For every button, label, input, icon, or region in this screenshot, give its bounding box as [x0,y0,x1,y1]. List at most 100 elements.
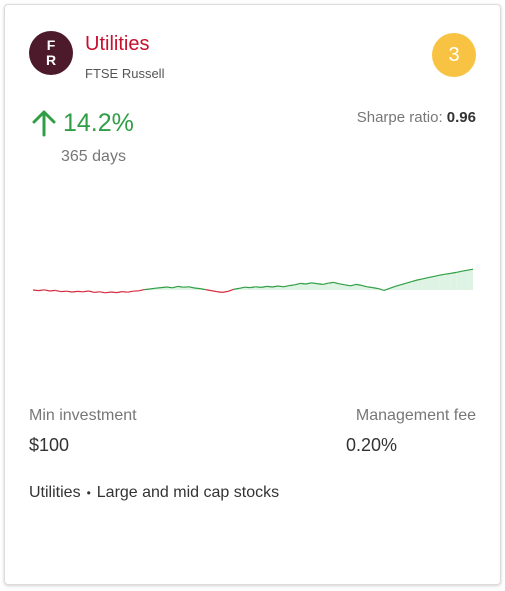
tag-size: Large and mid cap stocks [96,484,280,501]
chart-line-positive [361,284,368,288]
tag-separator: • [86,486,91,500]
chart-line-negative [105,291,112,294]
logo-letter-top: F [46,37,56,53]
chart-line-negative [49,289,56,292]
chart-fill-segment [428,276,435,290]
chart-fill-segment [317,283,323,290]
management-fee-label: Management fee [355,407,476,424]
index-fund-card[interactable]: F R Utilities FTSE Russell 3 14.2% 365 d… [4,4,501,585]
return-period: 365 days [61,148,126,165]
min-investment-label: Min investment [29,407,137,424]
chart-fill-segment [328,282,334,290]
chart-line-positive [417,278,423,281]
chart-line-negative [94,291,100,293]
chart-line-positive [155,287,162,289]
chart-line-positive [333,281,340,285]
sharpe-value: 0.96 [446,109,476,126]
chart-line-negative [83,290,89,293]
min-investment-value: $100 [29,435,70,455]
chart-line-positive [172,285,178,289]
chart-line-negative [222,290,229,293]
chart-fill-segment [305,282,312,290]
chart-line-positive [144,288,151,291]
chart-fill-segment [411,280,418,290]
chart-fill-segment [461,270,468,290]
chart-line-positive [305,282,312,285]
chart-line-positive [394,284,401,287]
chart-line-positive [255,286,262,288]
chart-line-positive [445,272,451,275]
chart-line-positive [456,270,462,273]
chart-fill-segment [439,274,446,290]
chart-line-positive [350,283,357,287]
chart-line-positive [316,283,323,285]
chart-line-positive [400,282,407,286]
chart-line-negative [44,289,50,292]
chart-line-positive [328,281,334,284]
sharpe-label: Sharpe ratio: [356,109,443,126]
tag-sector: Utilities [29,484,81,501]
chart-line-negative [205,289,212,292]
fund-tags: Utilities • Large and mid cap stocks [29,484,279,502]
chart-line-positive [199,288,206,291]
chart-line-positive [250,286,256,289]
chart-line-negative [211,290,217,293]
chart-line-negative [38,289,45,292]
arrow-up-icon [32,110,56,137]
chart-line-negative [116,291,123,294]
chart-line-positive [272,285,279,288]
chart-line-positive [367,286,373,289]
chart-line-positive [261,285,268,288]
chart-line-positive [372,287,379,290]
chart-line-positive [266,285,273,288]
chart-fill-segment [417,278,423,290]
chart-fill-segment [406,281,412,290]
chart-line-positive [355,283,362,286]
chart-fill-segment [422,277,429,290]
chart-line-positive [344,284,351,287]
chart-line-negative [110,291,117,294]
chart-line-positive [177,285,184,288]
rank-badge: 3 [432,33,476,77]
chart-line-positive [277,285,284,288]
management-fee-value: 0.20% [346,435,398,455]
chart-line-positive [411,279,418,283]
chart-fill-segment [322,283,329,290]
chart-line-positive [311,282,318,285]
chart-line-positive [294,282,301,286]
chart-line-negative [138,289,145,292]
fund-title[interactable]: Utilities [85,33,150,55]
chart-line-positive [339,283,346,286]
chart-line-positive [188,286,195,289]
chart-line-negative [127,290,134,293]
chart-line-negative [122,291,128,293]
return-value: 14.2% [63,109,134,137]
chart-line-positive [383,287,390,291]
chart-line-negative [55,289,61,293]
chart-line-negative [88,290,95,293]
chart-fill-segment [339,283,345,290]
sharpe-ratio: Sharpe ratio: 0.96 [357,109,476,126]
chart-fill-segment [456,271,462,290]
chart-line-positive [433,274,440,277]
chart-fill-segment [311,282,318,290]
chart-line-positive [428,275,435,279]
chart-fill-segment [445,273,451,290]
chart-line-positive [300,282,306,285]
chart-fill-segment [467,269,473,290]
chart-line-positive [378,288,385,291]
chart-line-negative [32,289,39,292]
logo-letter-bottom: R [45,52,57,68]
chart-line-positive [289,284,295,287]
chart-line-positive [422,277,429,280]
chart-line-positive [405,281,412,284]
chart-fill-segment [300,283,306,290]
chart-line-positive [238,286,245,289]
chart-line-positive [439,273,446,276]
chart-line-positive [233,287,240,290]
performance-chart [32,268,474,294]
chart-fill-segment [333,282,340,290]
chart-fill-segment [434,275,440,290]
chart-line-positive [283,285,290,288]
provider-name: FTSE Russell [85,66,165,81]
